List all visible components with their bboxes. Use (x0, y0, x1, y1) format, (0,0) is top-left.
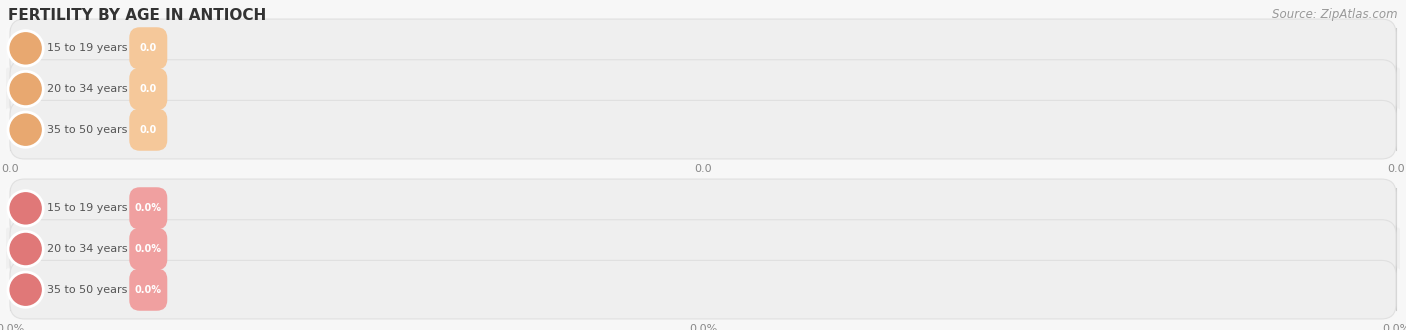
Text: 20 to 34 years: 20 to 34 years (48, 84, 128, 94)
FancyBboxPatch shape (6, 27, 1400, 70)
Text: 0.0: 0.0 (139, 43, 157, 53)
FancyBboxPatch shape (6, 68, 1400, 110)
Text: FERTILITY BY AGE IN ANTIOCH: FERTILITY BY AGE IN ANTIOCH (8, 8, 266, 23)
FancyBboxPatch shape (129, 187, 167, 229)
FancyBboxPatch shape (129, 68, 167, 110)
Text: 0.0%: 0.0% (135, 203, 162, 213)
Circle shape (8, 191, 44, 226)
FancyBboxPatch shape (10, 260, 1396, 319)
FancyBboxPatch shape (10, 179, 1396, 238)
Text: 0.0: 0.0 (139, 125, 157, 135)
Text: 15 to 19 years: 15 to 19 years (48, 43, 128, 53)
Text: 0.0: 0.0 (695, 164, 711, 174)
Text: 20 to 34 years: 20 to 34 years (48, 244, 128, 254)
FancyBboxPatch shape (10, 60, 1396, 118)
FancyBboxPatch shape (129, 269, 167, 311)
Circle shape (8, 231, 44, 267)
FancyBboxPatch shape (129, 109, 167, 151)
FancyBboxPatch shape (6, 268, 1400, 311)
FancyBboxPatch shape (6, 108, 1400, 151)
Circle shape (8, 31, 44, 66)
FancyBboxPatch shape (129, 228, 167, 270)
FancyBboxPatch shape (129, 27, 167, 69)
Text: 0.0: 0.0 (1, 164, 18, 174)
Text: 0.0%: 0.0% (135, 285, 162, 295)
FancyBboxPatch shape (6, 187, 1400, 230)
Text: 0.0%: 0.0% (0, 324, 24, 330)
Text: 0.0%: 0.0% (1382, 324, 1406, 330)
Circle shape (8, 71, 44, 107)
Text: 0.0: 0.0 (139, 84, 157, 94)
Text: 0.0: 0.0 (1388, 164, 1405, 174)
Circle shape (8, 272, 44, 307)
Text: 35 to 50 years: 35 to 50 years (48, 285, 128, 295)
Text: Source: ZipAtlas.com: Source: ZipAtlas.com (1272, 8, 1398, 21)
Text: 15 to 19 years: 15 to 19 years (48, 203, 128, 213)
FancyBboxPatch shape (10, 220, 1396, 278)
FancyBboxPatch shape (6, 228, 1400, 270)
Circle shape (8, 112, 44, 147)
FancyBboxPatch shape (10, 100, 1396, 159)
Text: 0.0%: 0.0% (135, 244, 162, 254)
FancyBboxPatch shape (10, 19, 1396, 78)
Text: 0.0%: 0.0% (689, 324, 717, 330)
Text: 35 to 50 years: 35 to 50 years (48, 125, 128, 135)
